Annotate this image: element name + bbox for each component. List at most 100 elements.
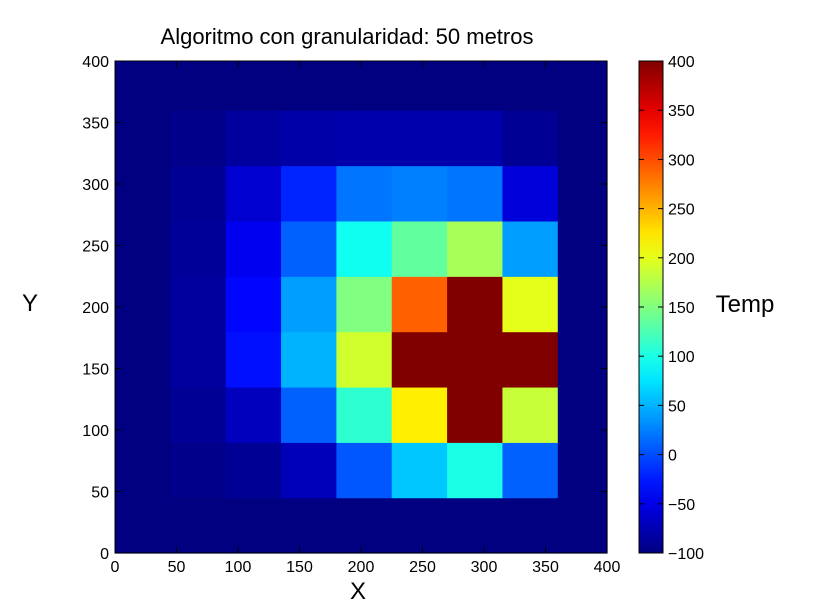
heatmap-cell — [502, 442, 559, 499]
heatmap-cell — [447, 220, 504, 277]
heatmap-cell — [225, 165, 282, 222]
heatmap-cell — [170, 497, 227, 554]
heatmap-cell — [115, 442, 171, 499]
heatmap-cell — [225, 497, 282, 554]
heatmap-cell — [502, 165, 559, 222]
y-tick-label: 0 — [100, 546, 109, 563]
heatmap-cell — [170, 220, 227, 277]
heatmap-cell — [447, 165, 504, 222]
colorbar-tick-label: 50 — [668, 398, 686, 415]
heatmap-cell — [281, 61, 337, 111]
x-tick-label: 400 — [594, 559, 621, 576]
y-tick-label: 150 — [82, 362, 109, 379]
heatmap-cell — [170, 386, 227, 443]
colorbar-tick-label: 250 — [668, 202, 695, 219]
heatmap-cell — [557, 110, 608, 167]
heatmap-cell — [115, 331, 171, 388]
colorbar-tick-label: 100 — [668, 349, 695, 366]
chart-title: Algoritmo con granularidad: 50 metros — [161, 24, 534, 49]
heatmap-cell — [281, 165, 337, 222]
y-tick-label: 400 — [82, 54, 109, 71]
colorbar-tick-label: 350 — [668, 103, 695, 120]
heatmap-cell — [391, 386, 448, 443]
colorbar-tick-label: 200 — [668, 251, 695, 268]
heatmap-cell — [170, 61, 227, 111]
heatmap-cell — [225, 331, 282, 388]
colorbar-tick-label: −50 — [668, 497, 695, 514]
heatmap-cell — [391, 165, 448, 222]
heatmap-cell — [336, 386, 393, 443]
heatmap-cell — [115, 497, 171, 554]
heatmap-cell — [281, 386, 337, 443]
x-tick-label: 350 — [532, 559, 559, 576]
x-tick-label: 50 — [168, 559, 186, 576]
x-axis-label: X — [350, 578, 366, 605]
colorbar-tick-label: 300 — [668, 152, 695, 169]
heatmap-cell — [447, 276, 504, 333]
heatmap-cell — [115, 220, 171, 277]
heatmap-cell — [447, 497, 504, 554]
y-tick-label: 200 — [82, 300, 109, 317]
heatmap-cell — [170, 276, 227, 333]
heatmap-cell — [557, 276, 608, 333]
heatmap-cell — [225, 61, 282, 111]
heatmap-cell — [336, 442, 393, 499]
heatmap-cell — [391, 442, 448, 499]
heatmap-cell — [447, 110, 504, 167]
heatmap-cell — [502, 276, 559, 333]
heatmap-cell — [557, 220, 608, 277]
y-axis-ticks: 0 50 100 150 200 250 300 350 400 — [82, 54, 607, 563]
heatmap-cell — [391, 331, 448, 388]
heatmap-cell — [336, 497, 393, 554]
heatmap-cell — [281, 220, 337, 277]
heatmap-cell — [557, 61, 608, 111]
heatmap-cell — [447, 442, 504, 499]
heatmap-cell — [336, 61, 393, 111]
heatmap-cell — [502, 110, 559, 167]
x-tick-label: 300 — [471, 559, 498, 576]
heatmap-cell — [115, 386, 171, 443]
y-tick-label: 50 — [91, 485, 109, 502]
heatmap-cell — [391, 276, 448, 333]
heatmap-cell — [115, 110, 171, 167]
heatmap-cell — [115, 61, 171, 111]
heatmap-cell — [336, 110, 393, 167]
heatmap-cells — [115, 61, 608, 554]
heatmap-cell — [225, 386, 282, 443]
heatmap-cell — [281, 110, 337, 167]
colorbar-label: Temp — [716, 291, 775, 318]
heatmap-cell — [502, 497, 559, 554]
heatmap-cell — [336, 220, 393, 277]
y-tick-label: 250 — [82, 239, 109, 256]
colorbar-tick-label: 400 — [668, 54, 695, 71]
heatmap-cell — [281, 276, 337, 333]
y-axis-label: Y — [22, 290, 38, 317]
heatmap-cell — [115, 276, 171, 333]
heatmap-cell — [447, 386, 504, 443]
heatmap-cell — [557, 331, 608, 388]
heatmap-cell — [447, 331, 504, 388]
heatmap-cell — [281, 497, 337, 554]
heatmap-cell — [336, 276, 393, 333]
heatmap-cell — [170, 442, 227, 499]
heatmap-cell — [170, 165, 227, 222]
x-tick-label: 250 — [409, 559, 436, 576]
heatmap-cell — [391, 497, 448, 554]
heatmap-cell — [225, 110, 282, 167]
heatmap-cell — [502, 220, 559, 277]
heatmap-cell — [557, 442, 608, 499]
heatmap-cell — [391, 220, 448, 277]
heatmap-cell — [391, 110, 448, 167]
heatmap-cell — [557, 497, 608, 554]
heatmap-cell — [502, 331, 559, 388]
colorbar-tick-label: 150 — [668, 300, 695, 317]
heatmap-cell — [225, 220, 282, 277]
heatmap-cell — [502, 61, 559, 111]
heatmap-cell — [170, 331, 227, 388]
heatmap-cell — [447, 61, 504, 111]
x-tick-label: 100 — [225, 559, 252, 576]
heatmap-cell — [336, 331, 393, 388]
colorbar-tick-label: −100 — [668, 546, 704, 563]
heatmap-cell — [225, 442, 282, 499]
